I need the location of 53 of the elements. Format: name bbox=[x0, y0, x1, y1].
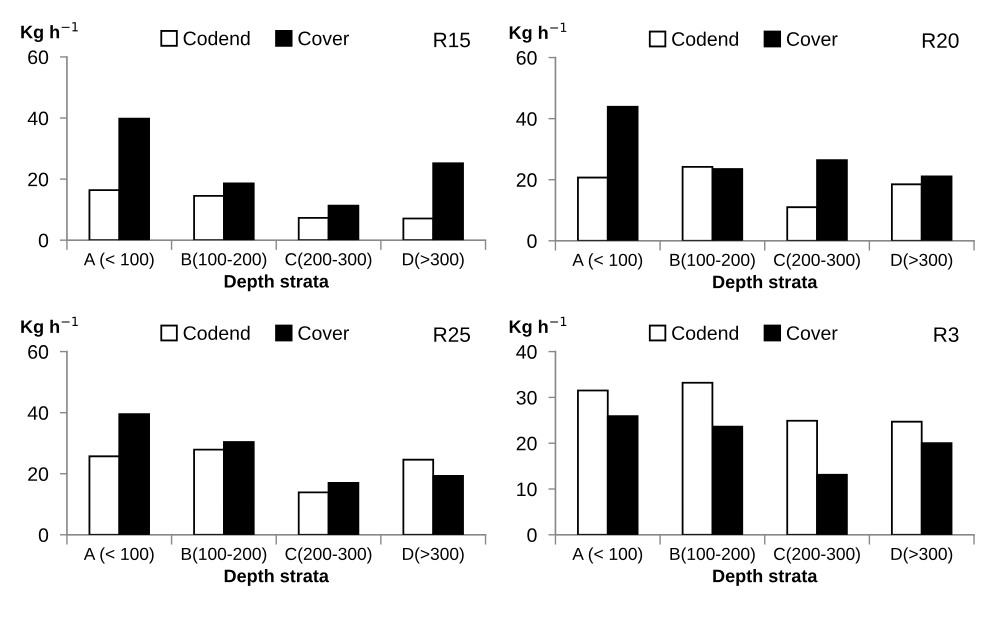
chart-title: R20 bbox=[922, 33, 959, 48]
x-tick-label: D(>300) bbox=[892, 253, 952, 270]
legend-label: Cover bbox=[298, 32, 349, 46]
y-tick-label: 20 bbox=[516, 436, 537, 450]
y-axis-title: Kg h$^{−1}$ bbox=[21, 22, 78, 42]
x-tick-label: A (< 100) bbox=[84, 547, 154, 564]
y-tick-label: 60 bbox=[28, 345, 48, 359]
x-tick-label: C(200-300) bbox=[774, 253, 860, 270]
y-axis-title: Kg h$^{−1}$ bbox=[510, 316, 566, 337]
x-tick-label: C(200-300) bbox=[774, 547, 860, 564]
x-tick-label: C(200-300) bbox=[286, 547, 372, 564]
x-tick-label: D(>300) bbox=[403, 547, 464, 564]
x-tick-label: B(100-200) bbox=[182, 547, 266, 564]
x-tick-label: A (< 100) bbox=[572, 253, 642, 270]
x-tick-label: C(200-300) bbox=[286, 252, 372, 269]
y-tick-label: 0 bbox=[527, 528, 537, 542]
chart-title: R25 bbox=[434, 327, 470, 342]
y-tick-label: 40 bbox=[28, 111, 48, 126]
legend-label: Codend bbox=[184, 326, 250, 340]
y-tick-label: 0 bbox=[38, 234, 48, 248]
y-tick-label: 40 bbox=[28, 406, 48, 420]
chart-title: R15 bbox=[434, 32, 470, 48]
x-tick-label: A (< 100) bbox=[84, 252, 154, 269]
x-axis-title: Depth strata bbox=[713, 569, 818, 586]
x-axis-title: Depth strata bbox=[224, 569, 330, 586]
legend-label: Cover bbox=[298, 326, 349, 340]
y-tick-label: 40 bbox=[516, 345, 537, 359]
y-tick-label: 30 bbox=[516, 390, 537, 405]
legend-label: Codend bbox=[672, 326, 738, 340]
x-axis-title: Depth strata bbox=[224, 274, 330, 292]
x-axis-title: Depth strata bbox=[713, 275, 818, 292]
x-tick-label: B(100-200) bbox=[670, 253, 755, 270]
y-axis-title: Kg h$^{−1}$ bbox=[510, 22, 566, 43]
y-tick-label: 60 bbox=[516, 51, 537, 65]
legend-label: Codend bbox=[672, 32, 738, 46]
legend-label: Codend bbox=[184, 31, 250, 46]
y-tick-label: 20 bbox=[516, 173, 537, 187]
legend-label: Cover bbox=[786, 32, 838, 46]
x-tick-label: D(>300) bbox=[892, 547, 952, 564]
y-tick-label: 60 bbox=[28, 50, 48, 64]
y-tick-label: 0 bbox=[527, 234, 537, 248]
y-tick-label: 10 bbox=[517, 482, 537, 496]
y-tick-label: 40 bbox=[516, 112, 537, 126]
y-tick-label: 20 bbox=[28, 172, 48, 186]
chart-title: R3 bbox=[934, 327, 958, 342]
x-tick-label: D(>300) bbox=[403, 252, 464, 269]
legend-label: Cover bbox=[786, 326, 838, 340]
x-tick-label: B(100-200) bbox=[670, 547, 755, 564]
y-tick-label: 0 bbox=[38, 528, 48, 542]
x-tick-label: B(100-200) bbox=[182, 252, 266, 269]
x-tick-label: A (< 100) bbox=[572, 547, 642, 564]
y-tick-label: 20 bbox=[28, 467, 48, 481]
y-axis-title: Kg h$^{−1}$ bbox=[21, 316, 78, 337]
